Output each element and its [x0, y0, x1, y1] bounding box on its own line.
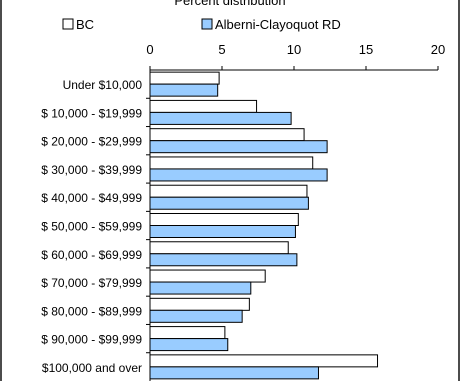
bar-bc [149, 128, 305, 142]
bar-alberni-clayoquot [149, 111, 292, 125]
x-tick-label: 20 [431, 42, 445, 57]
bar-alberni-clayoquot [149, 309, 243, 323]
category-label: $ 50,000 - $59,999 [41, 220, 142, 234]
legend-label-bc: BC [76, 17, 94, 32]
category-label: $100,000 and over [42, 361, 142, 375]
bar-alberni-clayoquot [149, 338, 229, 352]
x-tick-label: 15 [359, 42, 373, 57]
category-label: $ 90,000 - $99,999 [41, 333, 142, 347]
x-tick-label: 5 [218, 42, 225, 57]
x-tick-label: 10 [287, 42, 301, 57]
category-label: $ 10,000 - $19,999 [41, 106, 142, 120]
bar-bc [149, 241, 289, 255]
bar-bc [149, 99, 258, 113]
bar-bc [149, 156, 314, 170]
legend-swatch-alberni [201, 18, 213, 30]
bar-alberni-clayoquot [149, 225, 296, 238]
bars [149, 71, 379, 380]
bar-bc [149, 71, 220, 85]
x-tick-label: 0 [146, 42, 153, 57]
chart-title: Percent distribution [174, 0, 285, 8]
category-label: $ 30,000 - $39,999 [41, 163, 142, 177]
legend: BC Alberni-Clayoquot RD [62, 17, 341, 32]
category-label: Under $10,000 [63, 78, 143, 92]
legend-label-alberni: Alberni-Clayoquot RD [215, 17, 341, 32]
bar-alberni-clayoquot [149, 168, 328, 182]
category-label: $ 70,000 - $79,999 [41, 276, 142, 290]
category-label: $ 80,000 - $89,999 [41, 304, 142, 318]
category-label: $ 40,000 - $49,999 [41, 191, 142, 205]
bar-bc [149, 354, 379, 368]
bar-bc [149, 297, 250, 311]
bar-alberni-clayoquot [149, 196, 309, 210]
bar-alberni-clayoquot [149, 140, 328, 154]
bar-alberni-clayoquot [149, 253, 298, 267]
bar-alberni-clayoquot [149, 366, 319, 380]
bar-alberni-clayoquot [149, 83, 219, 97]
category-label: $ 20,000 - $29,999 [41, 135, 142, 149]
bar-bc [149, 269, 266, 283]
bar-bc [149, 213, 299, 226]
bar-bc [149, 184, 308, 198]
legend-swatch-bc [62, 18, 74, 30]
category-labels: Under $10,000 $ 10,000 - $19,999 $ 20,000 … [41, 78, 150, 375]
bar-bc [149, 326, 226, 340]
category-label: $ 60,000 - $69,999 [41, 248, 142, 262]
bar-alberni-clayoquot [149, 281, 252, 295]
